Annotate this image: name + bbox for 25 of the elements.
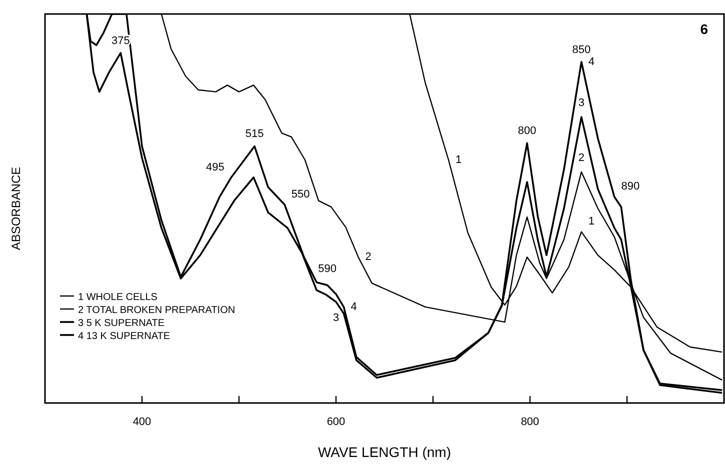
- x-tick-label: 800: [520, 416, 540, 428]
- annotation: 515: [245, 128, 264, 140]
- x-tick-label: 600: [326, 416, 346, 428]
- x-tick-label: 400: [132, 416, 152, 428]
- annotation: 800: [518, 125, 536, 138]
- annotation: 3: [332, 312, 340, 324]
- annotation: 1: [588, 216, 594, 228]
- annotation: 6: [700, 21, 708, 37]
- annotation: 550: [291, 188, 310, 201]
- annotation: 590: [318, 263, 336, 276]
- legend-label: 3 5 K SUPERNATE: [78, 318, 165, 329]
- y-axis-title: ABSORBANCE: [9, 166, 23, 250]
- annotation: 3: [578, 96, 584, 109]
- annotation: 4: [588, 56, 594, 68]
- annotation: 495: [206, 161, 224, 174]
- x-axis-title: WAVE LENGTH (nm): [318, 444, 452, 460]
- legend-label: 2 TOTAL BROKEN PREPARATION: [78, 305, 236, 316]
- legend-label: 1 WHOLE CELLS: [78, 292, 158, 303]
- annotation: 850: [572, 44, 591, 56]
- annotation: 2: [365, 251, 372, 264]
- annotation: 890: [621, 180, 640, 193]
- legend-label: 4 13 K SUPERNATE: [78, 331, 170, 342]
- annotation: 4: [350, 300, 357, 313]
- annotation: 2: [578, 152, 584, 164]
- annotation: 1: [455, 154, 462, 166]
